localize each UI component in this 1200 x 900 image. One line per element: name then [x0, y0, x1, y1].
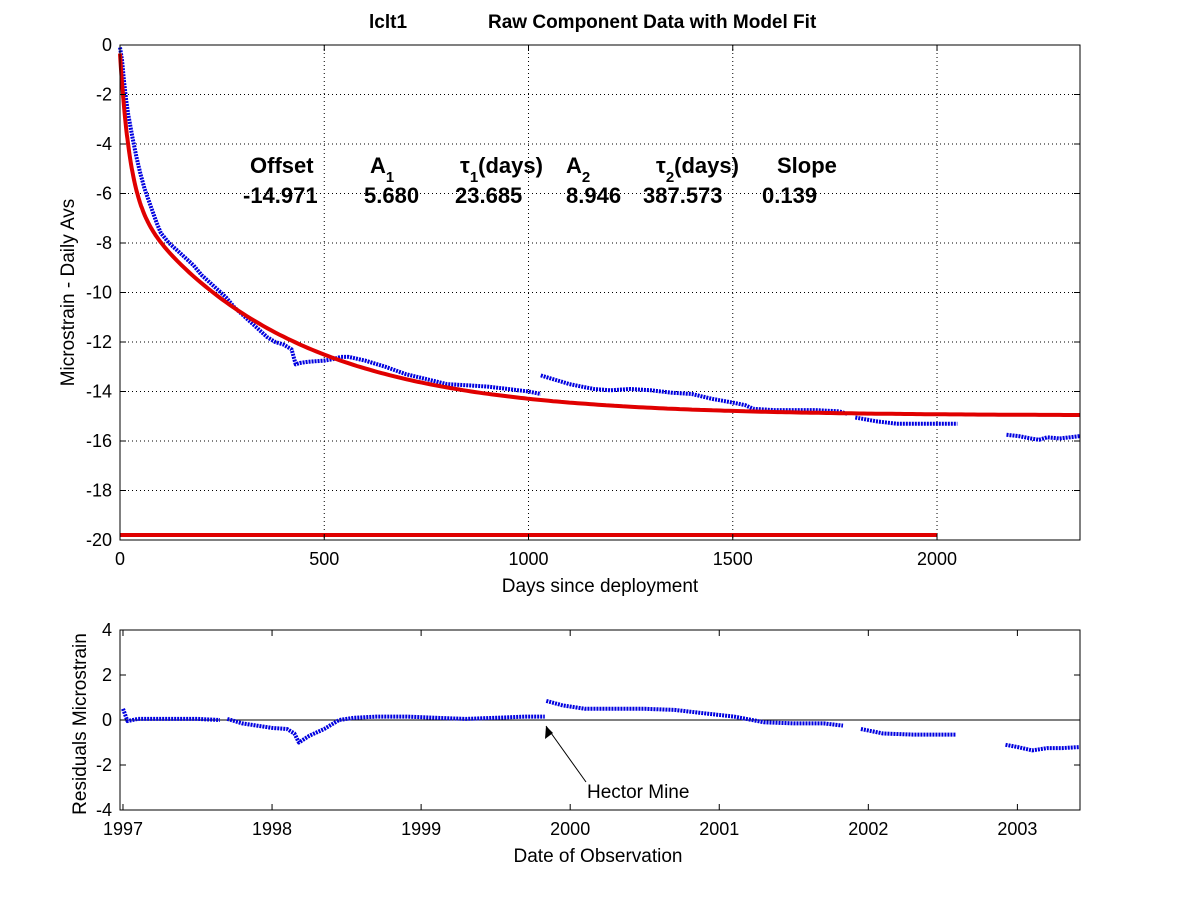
- residual-segment: [545, 698, 844, 728]
- chart-title: Raw Component Data with Model Fit: [488, 12, 817, 33]
- bottom-x-tick-label: 2001: [699, 819, 739, 839]
- bottom-x-tick-label: 1997: [103, 819, 143, 839]
- param-value-slope: 0.139: [762, 183, 817, 208]
- top-y-tick-label: -2: [96, 85, 112, 105]
- model-fit-line: [118, 53, 1080, 417]
- top-x-tick-label: 1500: [713, 549, 753, 569]
- top-x-tick-label: 1000: [508, 549, 548, 569]
- top-y-tick-label: -10: [86, 283, 112, 303]
- residual-segment: [860, 727, 957, 737]
- param-header-offset: Offset: [250, 153, 314, 178]
- top-data-segment: [118, 47, 542, 396]
- hector-mine-label: Hector Mine: [587, 782, 689, 803]
- bottom-y-tick-label: -2: [96, 755, 112, 775]
- top-y-tick-label: -16: [86, 431, 112, 451]
- top-data-segment: [540, 373, 848, 416]
- top-x-tick-label: 0: [115, 549, 125, 569]
- top-grid: [120, 45, 1080, 540]
- top-y-tick-label: 0: [102, 35, 112, 55]
- bottom-x-tick-label: 1999: [401, 819, 441, 839]
- param-value-offset: -14.971: [243, 183, 318, 208]
- top-data-segment: [854, 415, 958, 426]
- top-y-tick-label: -14: [86, 382, 112, 402]
- residual-segment: [121, 708, 220, 724]
- top-y-tick-label: -12: [86, 332, 112, 352]
- bottom-y-tick-label: 2: [102, 665, 112, 685]
- param-header-tau2: τ2(days): [656, 153, 739, 186]
- param-value-tau2: 387.573: [643, 183, 723, 208]
- hector-mine-annotation: Hector Mine: [545, 725, 689, 803]
- bottom-ticks: 1997 1998 1999 2000 2001 2002 2003 4 2 0 -2 -4: [96, 620, 1080, 839]
- top-x-axis-label: Days since deployment: [502, 576, 699, 597]
- bottom-x-tick-label: 2003: [997, 819, 1037, 839]
- param-header-a1: A1: [370, 153, 394, 186]
- param-value-a1: 5.680: [364, 183, 419, 208]
- top-data-segment: [1006, 432, 1081, 442]
- residual-segment: [226, 714, 545, 745]
- bottom-x-tick-label: 2000: [550, 819, 590, 839]
- bottom-x-axis-label: Date of Observation: [514, 846, 683, 867]
- top-y-tick-label: -6: [96, 184, 112, 204]
- bottom-y-tick-label: -4: [96, 800, 112, 820]
- bottom-y-tick-label: 0: [102, 710, 112, 730]
- hector-mine-arrowhead: [545, 726, 553, 739]
- top-y-tick-label: -4: [96, 134, 112, 154]
- bottom-y-axis-label: Residuals Microstrain: [70, 633, 91, 815]
- bottom-x-tick-label: 2002: [848, 819, 888, 839]
- top-y-tick-label: -20: [86, 530, 112, 550]
- top-y-tick-label: -18: [86, 481, 112, 501]
- top-plot: 0 500 1000 1500 2000 0 -2 -4 -6 -8 -10 -12 -14 -16 -18…: [58, 35, 1081, 597]
- bottom-y-tick-label: 4: [102, 620, 112, 640]
- bottom-series: [121, 698, 1081, 753]
- top-ticks: 0 500 1000 1500 2000 0 -2 -4 -6 -8 -10 -12 -14 -16 -18…: [86, 35, 1080, 569]
- top-y-axis-label: Microstrain - Daily Avs: [58, 199, 79, 387]
- param-value-tau1: 23.685: [455, 183, 522, 208]
- title-station: lclt1: [369, 12, 407, 33]
- parameter-table: Offset A1 τ1(days) A2 τ2(days) Slope -14…: [243, 153, 837, 208]
- top-x-tick-label: 2000: [917, 549, 957, 569]
- param-header-tau1: τ1(days): [460, 153, 543, 186]
- top-y-tick-label: -8: [96, 233, 112, 253]
- param-header-slope: Slope: [777, 153, 837, 178]
- bottom-x-tick-label: 1998: [252, 819, 292, 839]
- hector-mine-arrow: [545, 725, 587, 783]
- top-series: [118, 47, 1081, 537]
- bottom-plot: 1997 1998 1999 2000 2001 2002 2003 4 2 0 -2 -4 Date…: [70, 620, 1081, 867]
- param-value-a2: 8.946: [566, 183, 621, 208]
- param-header-a2: A2: [566, 153, 590, 186]
- residual-segment: [1005, 742, 1081, 753]
- top-x-tick-label: 500: [309, 549, 339, 569]
